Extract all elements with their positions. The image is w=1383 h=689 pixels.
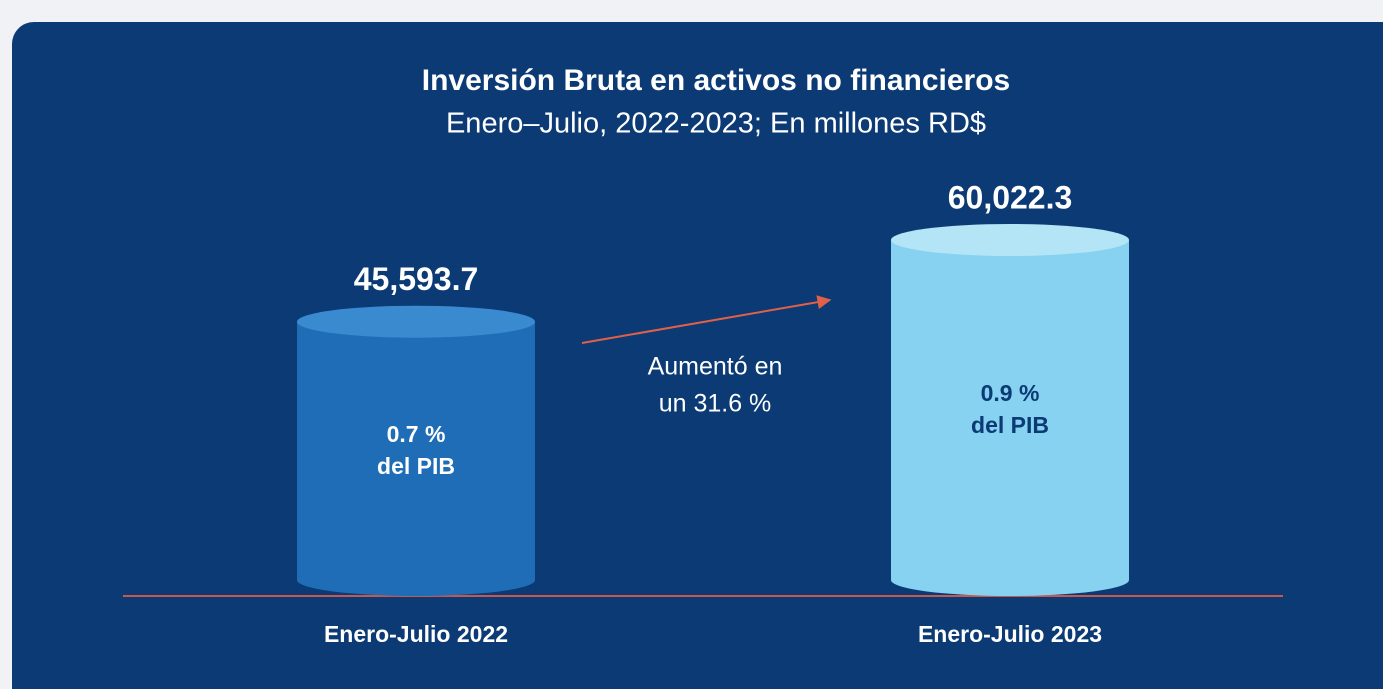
chart-title: Inversión Bruta en activos no financiero… — [422, 64, 1011, 97]
cylinder-body — [297, 321, 535, 596]
annotation: Aumentó en — [648, 353, 783, 381]
value-label: 45,593.7 — [354, 261, 479, 297]
x-tick-label: Enero-Julio 2023 — [918, 621, 1102, 647]
arrow — [581, 295, 832, 344]
chart-subtitle: Enero–Julio, 2022-2023; En millones RD$ — [446, 108, 986, 140]
pib-label: del PIB — [971, 412, 1049, 438]
pib-label: 0.7 % — [387, 421, 446, 447]
value-label: 60,022.3 — [948, 179, 1073, 215]
annotation: un 31.6 % — [659, 390, 772, 418]
x-tick-label: Enero-Julio 2022 — [324, 621, 508, 647]
pib-label: 0.9 % — [981, 380, 1040, 406]
cylinder-top — [297, 305, 535, 338]
pib-label: del PIB — [377, 453, 455, 479]
cylinder-top — [891, 224, 1129, 256]
cylinder-body — [891, 240, 1129, 596]
